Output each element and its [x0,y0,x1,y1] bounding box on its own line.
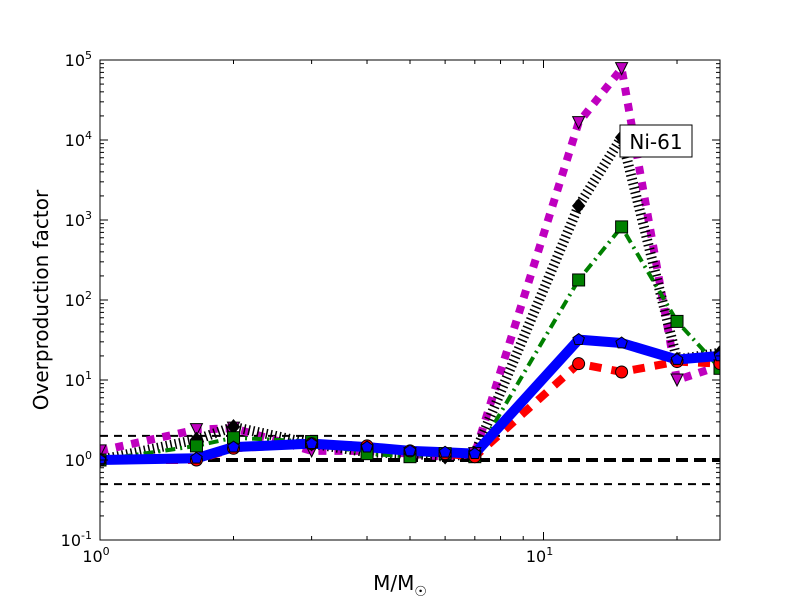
y-axis-label: Overproduction factor [29,189,53,410]
y-tick-label: 104 [65,129,92,150]
data-point [670,314,684,328]
data-point [305,437,318,450]
data-point [190,451,203,464]
y-tick-label: 103 [65,209,92,230]
data-point [438,445,452,458]
data-point [615,365,629,379]
data-point [572,273,586,287]
y-tick-label: 100 [65,449,92,470]
y-tick-label: 101 [65,369,92,390]
data-point [615,220,629,234]
data-point [571,116,586,130]
x-tick-label: 100 [82,545,109,566]
annotation-label: Ni-61 [629,130,682,154]
data-point [571,198,586,214]
data-point [227,440,240,453]
x-axis-label: M/M☉ [373,571,427,600]
data-point [100,453,107,466]
plot-frame [99,59,721,541]
data-point [189,439,203,453]
data-point [670,373,684,388]
y-tick-label: 102 [65,289,92,310]
data-point [572,332,585,345]
data-point [360,440,374,453]
data-point [403,444,417,457]
x-tick-label: 101 [526,545,553,566]
y-tick-label: 10-1 [61,529,92,550]
data-point [189,423,204,437]
data-point [615,336,628,349]
annotation-box: Ni-61 [619,124,693,158]
data-point [468,447,482,460]
data-point [670,352,684,365]
data-point [713,349,720,362]
y-tick-label: 105 [65,49,92,70]
data-point [572,357,586,371]
data-point [614,62,629,76]
